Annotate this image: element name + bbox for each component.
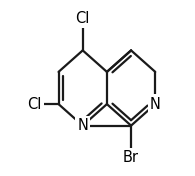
Text: N: N	[150, 97, 161, 112]
Text: N: N	[77, 118, 88, 133]
Text: Br: Br	[123, 150, 139, 165]
Text: Cl: Cl	[27, 97, 42, 112]
Text: Cl: Cl	[75, 11, 90, 26]
